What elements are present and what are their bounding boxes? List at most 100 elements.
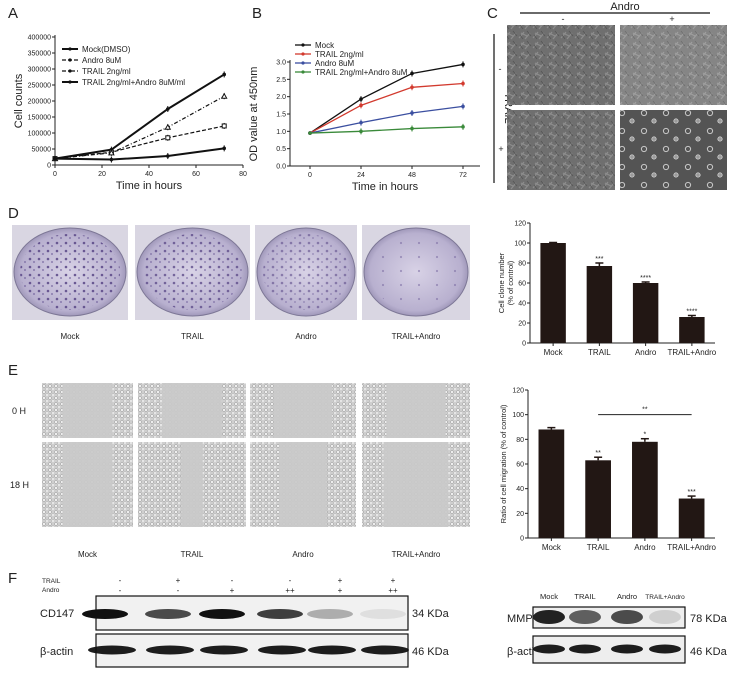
panel-d-colony-wells: Mock TRAIL Andro TRAIL+Andro [12, 225, 470, 341]
wound-label: TRAIL+Andro [392, 550, 441, 559]
y-tick-label: 350000 [28, 51, 51, 58]
data-point [166, 154, 170, 158]
wound-gap [62, 383, 113, 438]
wound-label: Andro [292, 550, 314, 559]
trail-plus: + [498, 144, 503, 154]
data-point [221, 123, 227, 129]
y-tick-label: 400000 [28, 35, 51, 42]
data-point [410, 126, 414, 131]
kda-cd147: 34 KDa [412, 608, 450, 620]
trail-row-label: TRAIL [42, 578, 61, 585]
data-point [109, 157, 114, 162]
significance-label: **** [640, 275, 651, 282]
legend-marker [68, 69, 72, 73]
legend-marker [68, 58, 72, 62]
band-actin [649, 644, 681, 654]
blot-label-actin-right: β-actin [507, 646, 540, 658]
legend-label: Andro 8uM [82, 56, 121, 65]
y-axis-title: OD value at 450nm [248, 67, 260, 162]
y-tick-label: 0.0 [276, 164, 286, 171]
micrograph-trail-andro [620, 110, 727, 190]
significance-label: *** [688, 489, 696, 496]
band-actin [258, 645, 306, 655]
y-axis-title: Ratio of cell migration (% of control) [499, 404, 508, 523]
kda-actin: 46 KDa [412, 646, 450, 658]
y-tick-label: 20 [518, 321, 526, 328]
band-mmp9 [649, 610, 681, 624]
y-tick-label: 250000 [28, 83, 51, 90]
significance-label: *** [595, 256, 603, 263]
legend-label: Mock [315, 41, 335, 50]
panel-label-a: A [8, 5, 18, 22]
y-tick-label: 3.0 [276, 60, 286, 67]
lane-label: Andro [617, 592, 637, 601]
data-point [222, 146, 226, 151]
data-point [108, 149, 115, 156]
series-line [54, 125, 225, 160]
y-tick-label: 300000 [28, 67, 51, 74]
panel-f-western-cd147: TRAIL Andro CD147 β-actin 34 KDa 46 KDa … [40, 576, 450, 668]
x-axis-title: Time in hours [352, 181, 419, 193]
chart-d-clone-number: 0 20 40 60 80 100 120 Cell clone number (% of co… [497, 221, 717, 358]
band-mmp9 [569, 610, 601, 624]
y-tick-label: 0 [520, 536, 524, 543]
data-point [359, 129, 363, 134]
y-tick-label: 2.5 [276, 77, 286, 84]
blot-label-actin: β-actin [40, 646, 73, 658]
legend-marker [301, 43, 305, 47]
bar [678, 498, 705, 538]
band-actin [146, 645, 194, 655]
data-point [166, 107, 170, 111]
andro-header: Andro [610, 1, 639, 13]
wound-gap [62, 442, 113, 527]
y-tick-label: 80 [516, 437, 524, 444]
bar [540, 243, 566, 343]
chart-e-cell-migration: 0 20 40 60 80 100 120 Ratio of cell migration (… [499, 388, 717, 553]
x-tick-label: 0 [53, 171, 57, 178]
y-tick-label: 120 [514, 221, 526, 228]
band-cd147 [145, 609, 191, 619]
wound-gap [383, 442, 449, 527]
data-point [461, 104, 465, 109]
x-tick-label: Mock [542, 543, 562, 552]
panel-e-wound-healing: 0 H 18 H Mock TRAIL Andro TRAIL+Andro [10, 383, 470, 559]
band-actin [533, 644, 565, 654]
x-tick-label: 24 [357, 172, 365, 179]
x-tick-label: TRAIL [587, 543, 610, 552]
y-tick-label: 50000 [32, 147, 52, 154]
legend-marker [68, 80, 72, 84]
bar [538, 429, 565, 538]
andro-sign: ++ [388, 586, 398, 595]
chart-a-cell-counts: 0 50000 100000 150000 200000 250000 300000 3500… [13, 35, 247, 193]
legend-marker [301, 61, 305, 65]
data-point [461, 62, 465, 67]
legend-marker [68, 47, 72, 51]
panel-label-d: D [8, 205, 19, 222]
data-point [461, 81, 465, 86]
x-tick-label: 48 [408, 172, 416, 179]
band-mmp9 [533, 610, 565, 624]
band-mmp9 [611, 610, 643, 624]
y-tick-label: 100 [512, 412, 524, 419]
trail-sign: - [289, 576, 292, 585]
series-line [309, 82, 464, 134]
data-point [359, 97, 363, 101]
y-tick-label: 0 [47, 163, 51, 170]
legend-label: Andro 8uM [315, 59, 354, 68]
micrograph-trail [507, 110, 615, 190]
andro-plus: + [669, 14, 674, 24]
andro-sign: - [177, 586, 180, 595]
band-actin [611, 644, 643, 654]
x-tick-label: Andro [635, 348, 657, 357]
band-actin [308, 645, 356, 655]
y-tick-label: 0.5 [276, 146, 286, 153]
kda-actin-right: 46 KDa [690, 646, 728, 658]
y-tick-label: 1.0 [276, 129, 286, 136]
bar [586, 266, 613, 343]
panel-label-e: E [8, 362, 18, 379]
andro-sign: + [230, 586, 235, 595]
y-tick-label: 100 [514, 241, 526, 248]
series-line [54, 95, 225, 160]
data-point [165, 135, 171, 141]
trail-minus: - [499, 64, 502, 74]
